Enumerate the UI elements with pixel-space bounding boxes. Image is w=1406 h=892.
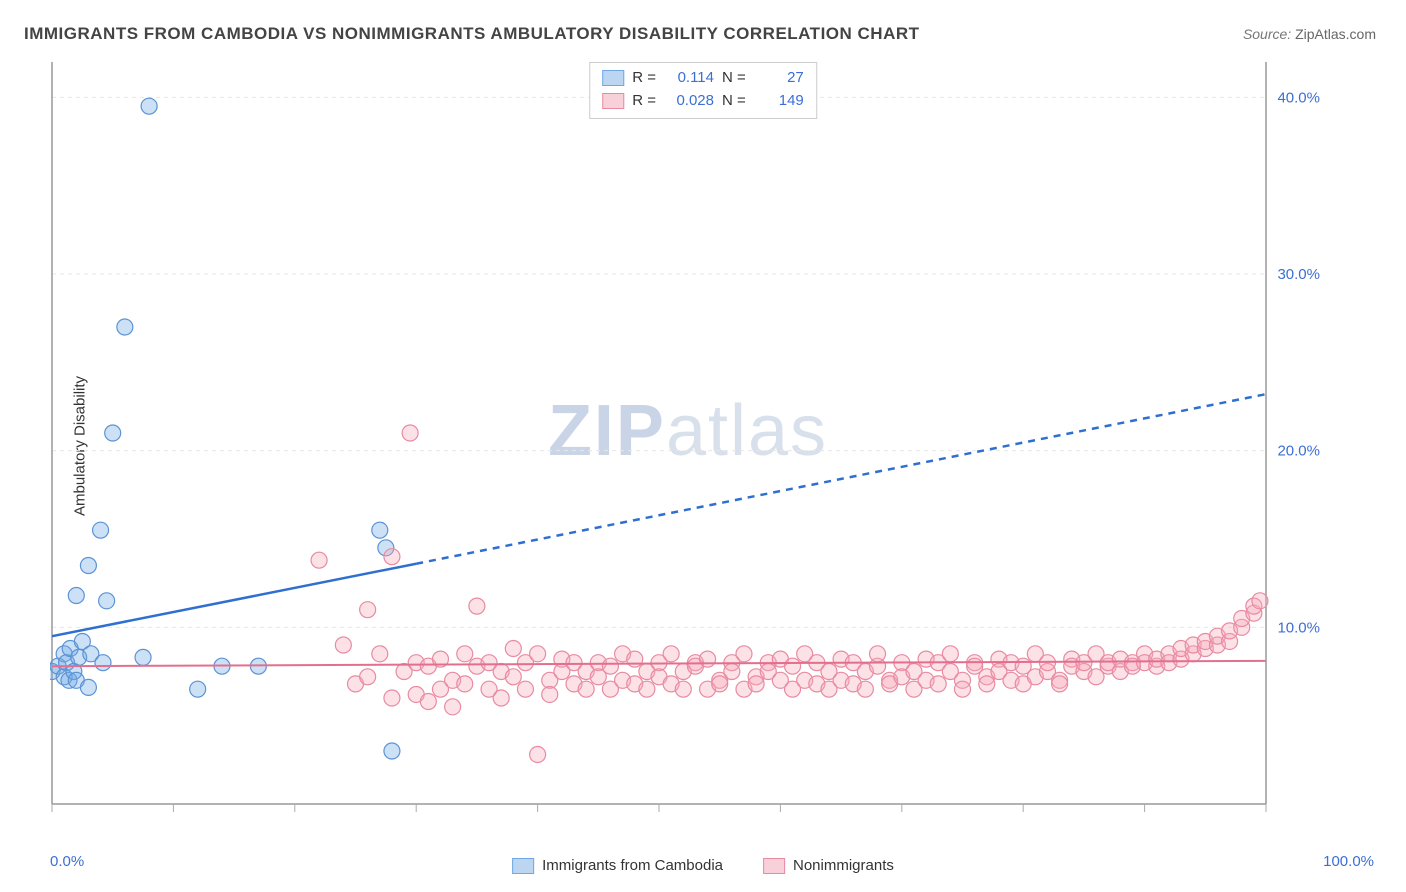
legend-swatch-pink <box>602 93 624 109</box>
x-axis-min-label: 0.0% <box>50 853 84 870</box>
svg-text:30.0%: 30.0% <box>1277 266 1320 283</box>
n-label: N = <box>722 67 746 90</box>
legend-item: Nonimmigrants <box>763 857 894 874</box>
chart-container: ZIPatlas 10.0%20.0%30.0%40.0% <box>50 60 1326 832</box>
source-label: Source: <box>1243 26 1291 42</box>
svg-text:10.0%: 10.0% <box>1277 619 1320 636</box>
n-label: N = <box>722 90 746 113</box>
n-value: 149 <box>754 90 804 113</box>
legend-swatch-blue <box>512 858 534 874</box>
legend-swatch-pink <box>763 858 785 874</box>
legend-item: Immigrants from Cambodia <box>512 857 723 874</box>
r-value: 0.028 <box>664 90 714 113</box>
r-value: 0.114 <box>664 67 714 90</box>
series-legend: Immigrants from Cambodia Nonimmigrants <box>512 857 894 874</box>
svg-text:40.0%: 40.0% <box>1277 89 1320 106</box>
n-value: 27 <box>754 67 804 90</box>
stats-legend-box: R = 0.114 N = 27 R = 0.028 N = 149 <box>589 62 817 119</box>
chart-title: IMMIGRANTS FROM CAMBODIA VS NONIMMIGRANT… <box>24 24 920 44</box>
stats-legend-row: R = 0.028 N = 149 <box>602 90 804 113</box>
legend-label: Immigrants from Cambodia <box>542 857 723 874</box>
r-label: R = <box>632 67 656 90</box>
x-axis-max-label: 100.0% <box>1323 853 1374 870</box>
svg-text:20.0%: 20.0% <box>1277 443 1320 460</box>
r-label: R = <box>632 90 656 113</box>
stats-legend-row: R = 0.114 N = 27 <box>602 67 804 90</box>
legend-label: Nonimmigrants <box>793 857 894 874</box>
legend-swatch-blue <box>602 70 624 86</box>
source-attribution: Source: ZipAtlas.com <box>1243 26 1376 42</box>
scatter-plot: 10.0% 20.0% 30.0% 40.0% <box>50 60 1326 832</box>
source-name: ZipAtlas.com <box>1295 26 1376 42</box>
